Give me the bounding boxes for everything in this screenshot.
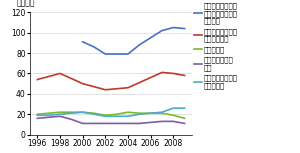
Line: フレキシブル雇用
就労者（計）: フレキシブル雇用 就労者（計） [38,72,184,90]
その他のフレキシ
ブル就労者 [115,115,119,117]
フレキシブル雇用
就労者（計） [47,76,50,77]
フレキシブル雇用
就労者（計） [70,78,73,79]
その他のフレキシ
ブル就労者 [70,112,73,114]
フレキシブル雇用
就労者（国際基準
による） [115,53,119,55]
オンコールワー
カー [160,120,164,122]
フレキシブル雇用
就労者（計） [126,87,130,89]
派遣労働者 [137,112,141,114]
派遣労働者 [103,114,107,116]
オンコールワー
カー [172,120,175,122]
その他のフレキシ
ブル就労者 [172,107,175,109]
Line: 派遣労働者: 派遣労働者 [38,112,184,118]
オンコールワー
カー [137,123,141,124]
フレキシブル雇用
就労者（計） [172,73,175,74]
フレキシブル雇用
就労者（計） [115,88,119,90]
フレキシブル雇用
就労者（国際基準
による） [160,30,164,32]
フレキシブル雇用
就労者（国際基準
による） [103,53,107,55]
オンコールワー
カー [47,116,50,118]
オンコールワー
カー [70,118,73,120]
オンコールワー
カー [149,121,152,123]
フレキシブル雇用
就労者（計） [149,77,152,78]
オンコールワー
カー [115,123,119,124]
オンコールワー
カー [103,123,107,124]
フレキシブル雇用
就労者（国際基準
による） [81,41,85,43]
派遣労働者 [149,112,152,114]
フレキシブル雇用
就労者（国際基準
による） [149,37,152,39]
その他のフレキシ
ブル就労者 [183,107,186,109]
フレキシブル雇用
就労者（計） [36,79,39,80]
派遣労働者 [92,112,96,114]
フレキシブル雇用
就労者（国際基準
による） [183,28,186,30]
派遣労働者 [81,111,85,113]
その他のフレキシ
ブル就労者 [58,113,62,115]
その他のフレキシ
ブル就労者 [103,115,107,117]
オンコールワー
カー [126,123,130,124]
Line: オンコールワー
カー: オンコールワー カー [38,116,184,123]
派遣労働者 [160,112,164,114]
フレキシブル雇用
就労者（計） [183,75,186,76]
フレキシブル雇用
就労者（国際基準
による） [126,53,130,55]
フレキシブル雇用
就労者（計） [103,89,107,91]
オンコールワー
カー [81,123,85,124]
その他のフレキシ
ブル就労者 [160,111,164,113]
派遣労働者 [183,117,186,119]
オンコールワー
カー [183,123,186,124]
その他のフレキシ
ブル就労者 [81,111,85,113]
フレキシブル雇用
就労者（国際基準
による） [137,44,141,46]
Text: （万人）: （万人） [17,0,35,7]
Line: フレキシブル雇用
就労者（国際基準
による）: フレキシブル雇用 就労者（国際基準 による） [83,28,184,54]
派遣労働者 [115,113,119,115]
フレキシブル雇用
就労者（計） [137,82,141,84]
その他のフレキシ
ブル就労者 [36,114,39,116]
フレキシブル雇用
就労者（計） [92,86,96,88]
その他のフレキシ
ブル就労者 [92,113,96,115]
その他のフレキシ
ブル就労者 [47,114,50,116]
オンコールワー
カー [92,123,96,124]
オンコールワー
カー [36,117,39,119]
フレキシブル雇用
就労者（国際基準
による） [92,46,96,48]
その他のフレキシ
ブル就労者 [149,112,152,114]
フレキシブル雇用
就労者（計） [160,71,164,73]
その他のフレキシ
ブル就労者 [137,113,141,115]
フレキシブル雇用
就労者（計） [81,83,85,85]
派遣労働者 [172,114,175,116]
派遣労働者 [36,113,39,115]
Line: その他のフレキシ
ブル就労者: その他のフレキシ ブル就労者 [38,108,184,116]
派遣労働者 [70,111,73,113]
その他のフレキシ
ブル就労者 [126,115,130,117]
Legend: フレキシブル雇用
就労者（国際基準
による）, フレキシブル雇用
就労者（計）, 派遣労働者, オンコールワー
カー, その他のフレキシ
ブル就労者: フレキシブル雇用 就労者（国際基準 による）, フレキシブル雇用 就労者（計）,… [194,2,238,89]
派遣労働者 [47,112,50,114]
派遣労働者 [58,111,62,113]
オンコールワー
カー [58,115,62,117]
派遣労働者 [126,111,130,113]
フレキシブル雇用
就労者（国際基準
による） [172,27,175,28]
フレキシブル雇用
就労者（計） [58,73,62,74]
